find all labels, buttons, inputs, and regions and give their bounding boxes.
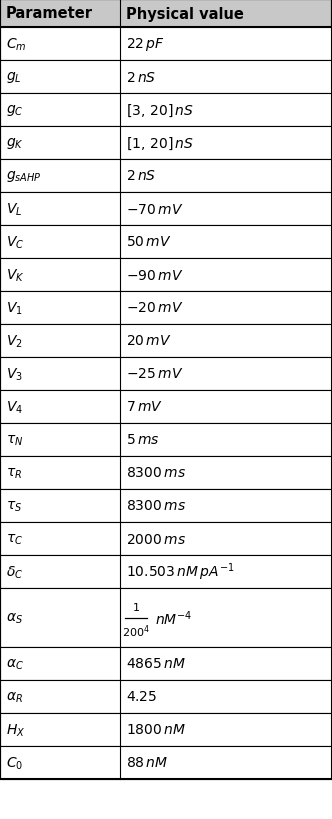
Bar [0, 746, 332, 779]
Text: $\delta_{C}$: $\delta_{C}$ [6, 563, 23, 580]
Bar [0, 259, 332, 292]
Text: $\tau_{C}$: $\tau_{C}$ [6, 532, 23, 546]
Bar [0, 28, 332, 61]
Text: Parameter: Parameter [6, 7, 93, 21]
Text: $V_{3}$: $V_{3}$ [6, 366, 23, 382]
Text: $\alpha_{S}$: $\alpha_{S}$ [6, 610, 23, 625]
Bar [0, 226, 332, 259]
Text: $C_{0}$: $C_{0}$ [6, 754, 23, 771]
Text: $5\,ms$: $5\,ms$ [125, 433, 159, 447]
Text: $g_{L}$: $g_{L}$ [6, 70, 22, 85]
Text: $1800\,nM$: $1800\,nM$ [125, 722, 186, 736]
Text: $4.25$: $4.25$ [125, 690, 156, 704]
Text: $V_{4}$: $V_{4}$ [6, 399, 23, 415]
Text: $V_{L}$: $V_{L}$ [6, 201, 22, 217]
Text: $8300\,ms$: $8300\,ms$ [125, 466, 186, 480]
Bar [0, 647, 332, 680]
Bar [0, 127, 332, 160]
Text: $10.503\,nM\,pA^{-1}$: $10.503\,nM\,pA^{-1}$ [125, 561, 234, 582]
Text: $V_{K}$: $V_{K}$ [6, 267, 25, 283]
Bar [0, 61, 332, 94]
Bar [0, 680, 332, 713]
Bar [0, 588, 332, 647]
Text: $V_{C}$: $V_{C}$ [6, 234, 24, 251]
Text: $-90\,mV$: $-90\,mV$ [125, 268, 183, 283]
Text: $-20\,mV$: $-20\,mV$ [125, 301, 183, 315]
Text: $2\,nS$: $2\,nS$ [125, 170, 156, 183]
Text: $50\,mV$: $50\,mV$ [125, 235, 171, 249]
Text: $g_{K}$: $g_{K}$ [6, 136, 24, 151]
Text: $88\,nM$: $88\,nM$ [125, 756, 168, 770]
Bar [0, 94, 332, 127]
Bar [0, 391, 332, 423]
Text: $1$: $1$ [131, 601, 139, 613]
Text: $\tau_{N}$: $\tau_{N}$ [6, 432, 23, 447]
Text: $20\,mV$: $20\,mV$ [125, 334, 171, 348]
Bar [0, 292, 332, 324]
Text: $\alpha_{C}$: $\alpha_{C}$ [6, 657, 24, 671]
Text: $nM^{-4}$: $nM^{-4}$ [154, 609, 192, 627]
Text: $-25\,mV$: $-25\,mV$ [125, 367, 183, 381]
Bar [0, 192, 332, 226]
Bar [0, 713, 332, 746]
Text: $2000\,ms$: $2000\,ms$ [125, 532, 186, 545]
Text: $V_{1}$: $V_{1}$ [6, 300, 23, 316]
Bar [0, 358, 332, 391]
Text: $g_{C}$: $g_{C}$ [6, 103, 24, 118]
Text: $-70\,mV$: $-70\,mV$ [125, 202, 183, 216]
Bar [0, 523, 332, 555]
Text: $4865\,nM$: $4865\,nM$ [125, 657, 186, 671]
Text: $[1,\,20]\,nS$: $[1,\,20]\,nS$ [125, 135, 194, 152]
Text: $22\,pF$: $22\,pF$ [125, 36, 164, 53]
Text: $\tau_{S}$: $\tau_{S}$ [6, 499, 22, 513]
Text: $H_{X}$: $H_{X}$ [6, 722, 25, 738]
Bar [0, 0, 332, 28]
Bar [0, 160, 332, 192]
Text: Physical value: Physical value [125, 7, 243, 21]
Bar [0, 324, 332, 358]
Text: $V_{2}$: $V_{2}$ [6, 333, 23, 349]
Bar [0, 423, 332, 456]
Bar [0, 456, 332, 490]
Text: $2\,nS$: $2\,nS$ [125, 70, 156, 84]
Text: $g_{sAHP}$: $g_{sAHP}$ [6, 169, 42, 183]
Text: $7\,mV$: $7\,mV$ [125, 400, 162, 414]
Text: $\tau_{R}$: $\tau_{R}$ [6, 466, 22, 480]
Text: $[3,\,20]\,nS$: $[3,\,20]\,nS$ [125, 102, 194, 119]
Text: $\alpha_{R}$: $\alpha_{R}$ [6, 690, 23, 704]
Text: $8300\,ms$: $8300\,ms$ [125, 499, 186, 513]
Text: $200^{4}$: $200^{4}$ [122, 622, 149, 640]
Bar [0, 490, 332, 523]
Text: $C_{m}$: $C_{m}$ [6, 36, 27, 52]
Bar [0, 555, 332, 588]
